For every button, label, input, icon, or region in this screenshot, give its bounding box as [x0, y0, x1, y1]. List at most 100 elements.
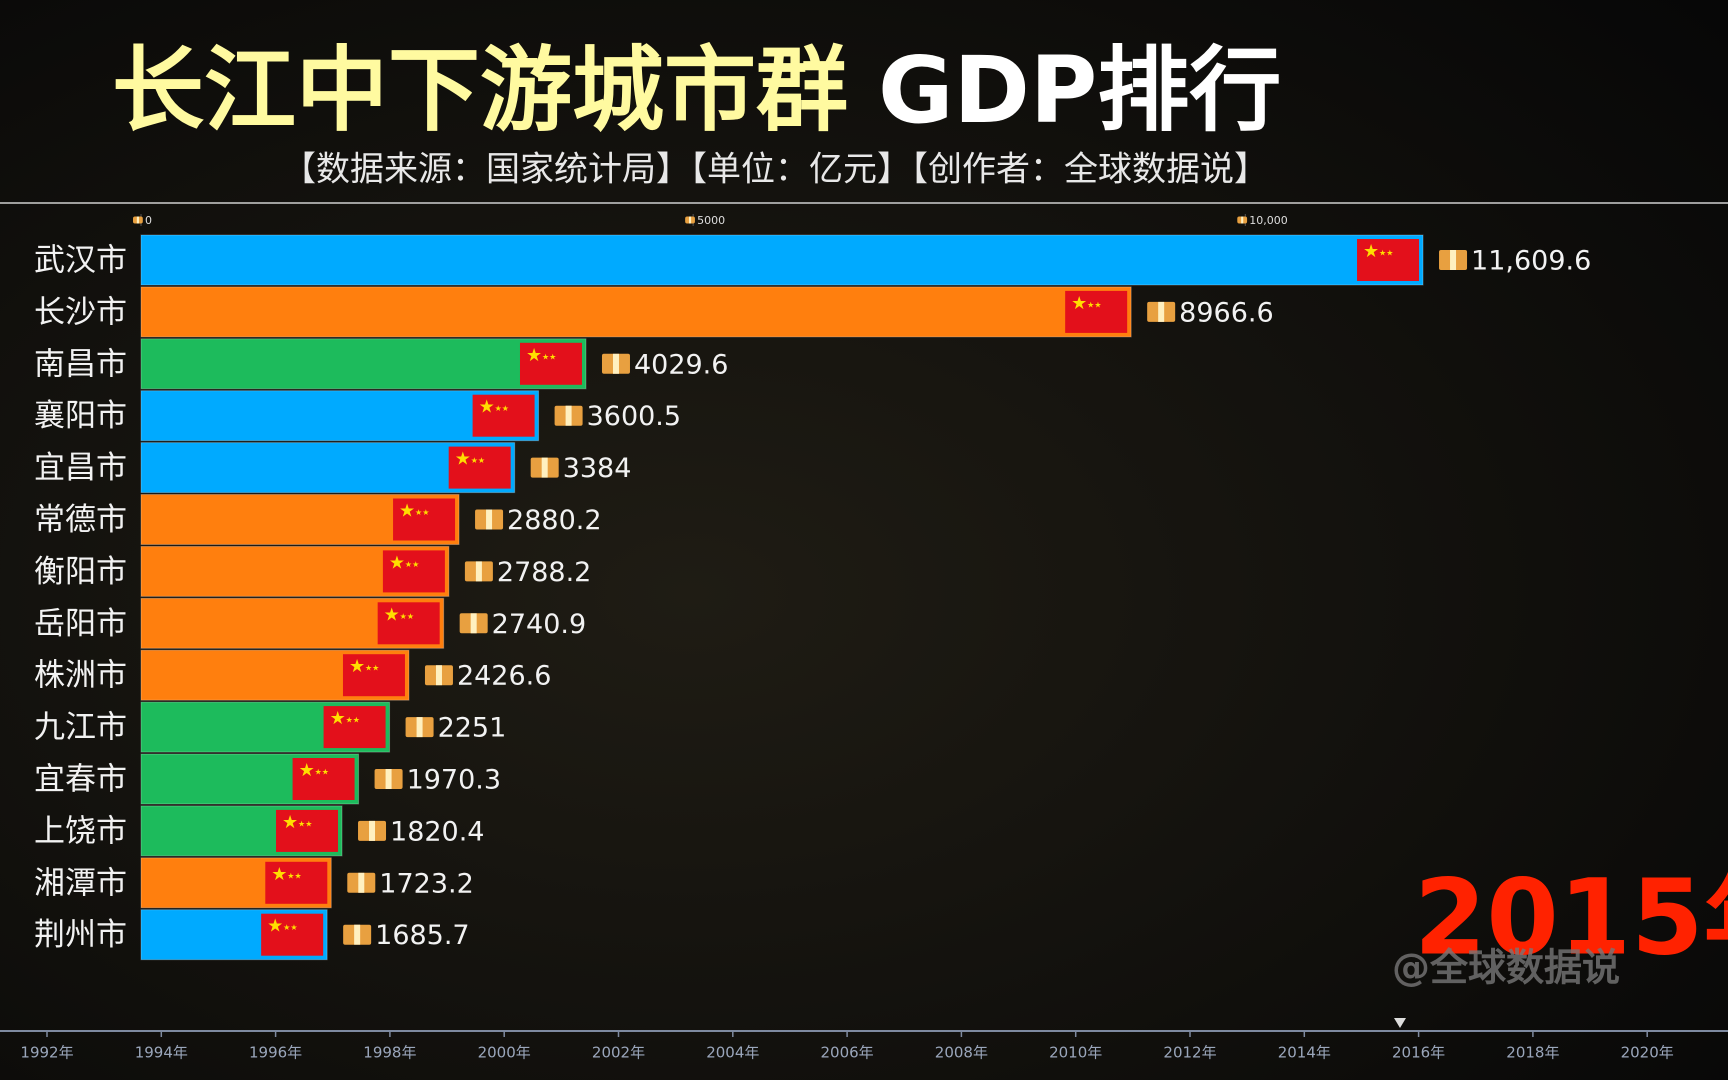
flag [265, 861, 328, 904]
value-label: 1820.4 [390, 816, 484, 847]
flag [276, 809, 339, 852]
money-icon-band [1241, 216, 1244, 224]
category-label: 长沙市 [34, 294, 127, 330]
flag [382, 550, 445, 593]
flag-star: ★ [479, 397, 495, 418]
value-label: 2788.2 [497, 557, 591, 588]
title-part: 长江中下游城市群 [112, 37, 848, 144]
flag-star: ★ [455, 449, 471, 470]
flag [472, 394, 535, 437]
flag-star: ★ [384, 604, 400, 625]
money-icon-band [136, 216, 139, 224]
money-icon-band [358, 872, 365, 893]
flag [1357, 239, 1420, 281]
flag [342, 654, 405, 697]
flag-star: ★ [389, 552, 405, 573]
flag [292, 758, 355, 800]
money-icon-band [1450, 250, 1457, 270]
flag-stars: ★★ [1379, 249, 1393, 258]
value-label: 2740.9 [492, 609, 586, 640]
flag-stars: ★★ [405, 560, 419, 569]
flag-star: ★ [399, 501, 415, 522]
timeline-label: 2020年 [1621, 1044, 1674, 1062]
category-label: 岳阳市 [34, 606, 127, 642]
bar [140, 234, 1424, 286]
timeline-pointer [1394, 1018, 1406, 1028]
flag-stars: ★★ [1087, 300, 1101, 309]
money-icon-band [369, 820, 376, 841]
title-part: GDP排行 [878, 37, 1281, 144]
category-label: 荆州市 [34, 917, 127, 953]
timeline-label: 2016年 [1392, 1044, 1445, 1062]
category-label: 衡阳市 [34, 554, 127, 590]
value-label: 8966.6 [1179, 297, 1273, 328]
money-icon-band [1158, 301, 1165, 322]
flag [519, 342, 582, 385]
timeline-label: 1992年 [20, 1044, 73, 1062]
category-label: 湘潭市 [34, 865, 127, 901]
flag [377, 602, 440, 645]
money-icon-band [541, 457, 548, 478]
x-tick-label: 10,000 [1249, 214, 1288, 227]
money-icon-band [435, 665, 442, 686]
timeline-label: 1998年 [363, 1044, 416, 1062]
value-label: 3600.5 [587, 401, 681, 432]
value-label: 2426.6 [457, 661, 551, 692]
value-label: 11,609.6 [1471, 246, 1591, 277]
value-label: 4029.6 [634, 349, 728, 380]
bar [140, 338, 587, 390]
timeline-label: 2002年 [592, 1044, 645, 1062]
category-label: 襄阳市 [34, 398, 127, 434]
timeline-label: 2014年 [1278, 1044, 1331, 1062]
flag-star: ★ [1071, 293, 1087, 314]
money-icon-band [612, 353, 619, 374]
flag-star: ★ [282, 812, 298, 833]
value-label: 2251 [438, 713, 507, 744]
money-icon-band [486, 509, 493, 530]
value-label: 1970.3 [407, 765, 501, 796]
value-label: 1723.2 [379, 868, 473, 899]
flag [1065, 290, 1128, 333]
flag-star: ★ [1363, 241, 1379, 262]
flag [393, 498, 456, 541]
flag-stars: ★★ [346, 716, 360, 725]
flag [323, 706, 386, 749]
category-label: 株洲市 [34, 658, 127, 694]
flag-stars: ★★ [283, 923, 297, 932]
money-icon-band [565, 405, 572, 426]
flag-stars: ★★ [471, 456, 485, 465]
flag-star: ★ [526, 345, 542, 366]
timeline-label: 2008年 [935, 1044, 988, 1062]
category-label: 九江市 [34, 710, 127, 746]
money-icon-band [416, 717, 423, 738]
timeline-label: 2004年 [706, 1044, 759, 1062]
flag-star: ★ [267, 916, 283, 937]
value-label: 3384 [563, 453, 632, 484]
flag-stars: ★★ [400, 612, 414, 621]
category-label: 武汉市 [34, 243, 127, 279]
value-label: 1685.7 [375, 920, 469, 951]
category-label: 上饶市 [34, 813, 127, 849]
flag-stars: ★★ [495, 404, 509, 413]
x-tick-label: 5000 [697, 214, 725, 227]
flag-stars: ★★ [365, 664, 379, 673]
timeline-label: 2010年 [1049, 1044, 1102, 1062]
flag-stars: ★★ [315, 768, 329, 777]
subtitle: 【数据来源：国家统计局】【单位：亿元】【创作者：全球数据说】 [282, 150, 1268, 190]
category-label: 宜春市 [34, 762, 127, 798]
category-label: 南昌市 [34, 346, 127, 382]
timeline-label: 1994年 [135, 1044, 188, 1062]
timeline-label: 2012年 [1163, 1044, 1216, 1062]
timeline-label: 2018年 [1506, 1044, 1559, 1062]
timeline-label: 2006年 [821, 1044, 874, 1062]
flag-star: ★ [349, 656, 365, 677]
timeline-label: 1996年 [249, 1044, 302, 1062]
category-label: 常德市 [34, 502, 127, 538]
flag-star: ★ [271, 864, 287, 885]
money-icon-band [688, 216, 692, 224]
money-icon-band [354, 924, 361, 945]
bar [140, 390, 540, 442]
flag [261, 913, 324, 956]
flag-stars: ★★ [415, 508, 429, 517]
